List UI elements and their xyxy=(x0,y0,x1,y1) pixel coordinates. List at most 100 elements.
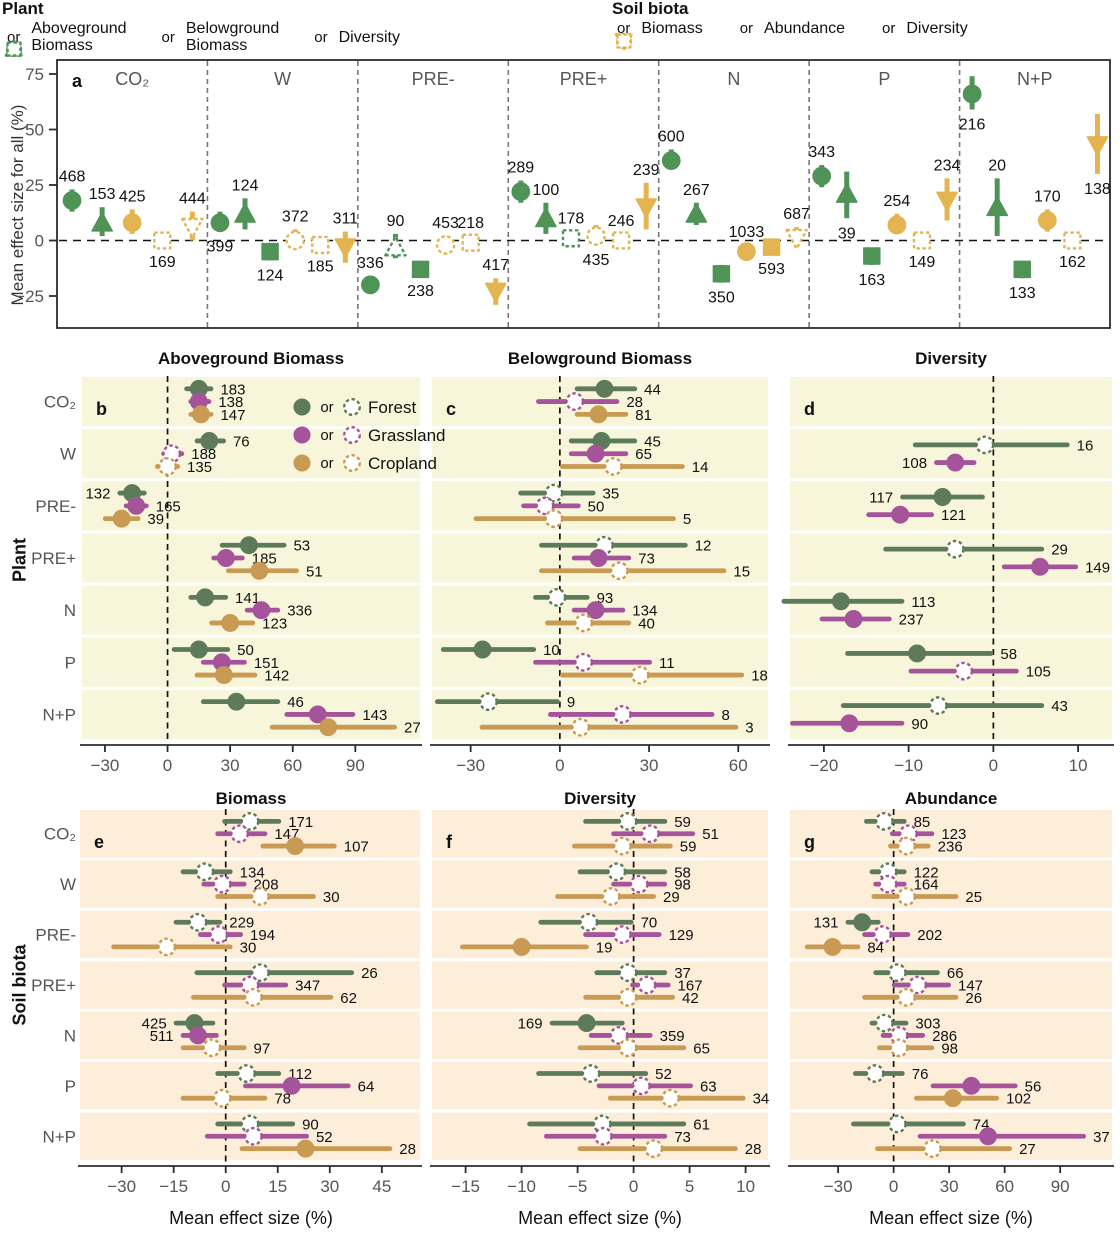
data-point: 165 xyxy=(123,496,181,515)
data-point: 61 xyxy=(527,1114,710,1133)
chart-text: PRE- xyxy=(35,926,76,945)
chart-text: 687 xyxy=(783,206,810,223)
chart-text: 30 xyxy=(221,756,240,775)
chart-text: 0 xyxy=(889,1177,898,1196)
circle-open-marker xyxy=(230,824,249,844)
data-point: 28 xyxy=(536,392,643,411)
data-point: 188 xyxy=(161,444,216,463)
data-point: 121 xyxy=(866,505,966,524)
data-point: 336 xyxy=(244,601,312,620)
circle-marker xyxy=(196,588,215,607)
chart-text: 122 xyxy=(914,864,939,881)
data-point: 15 xyxy=(539,561,750,580)
circle-open-marker xyxy=(897,836,916,856)
circle-marker xyxy=(200,431,219,450)
chart-text: 194 xyxy=(250,927,275,944)
chart-text: 444 xyxy=(179,191,206,208)
chart-text: 73 xyxy=(638,551,655,568)
data-point: 171 xyxy=(222,811,313,831)
data-point: 50 xyxy=(521,496,604,516)
chart-text: 372 xyxy=(282,208,309,225)
chart-text: PRE+ xyxy=(560,69,608,89)
row-band xyxy=(82,689,420,739)
data-point: 20 xyxy=(986,157,1009,237)
data-point: 123 xyxy=(209,613,287,632)
data-point: 100 xyxy=(533,182,559,234)
chart-text: 26 xyxy=(361,965,378,982)
data-point: 236 xyxy=(888,836,963,856)
square-marker xyxy=(1013,260,1031,279)
square-open-marker xyxy=(912,231,932,250)
chart-text: 131 xyxy=(813,915,838,932)
chart-text: 60 xyxy=(729,756,748,775)
circle-marker xyxy=(210,213,230,233)
data-point: 350 xyxy=(708,264,735,307)
data-point: 687 xyxy=(783,206,810,250)
circle-open-marker xyxy=(975,435,995,455)
legend-soil-title: Soil biota xyxy=(612,0,689,18)
circle-marker xyxy=(840,714,859,733)
circle-open-marker xyxy=(618,963,638,983)
chart-text: 133 xyxy=(1009,285,1036,302)
circle-open-marker xyxy=(285,230,305,251)
ci-bar xyxy=(194,970,355,976)
circle-marker xyxy=(191,405,210,424)
circle-marker xyxy=(127,496,146,515)
chart-text: 164 xyxy=(914,877,939,894)
data-point: 453 xyxy=(432,215,459,255)
data-point: 98 xyxy=(876,1038,958,1057)
data-point: 28 xyxy=(239,1139,416,1158)
chart-text: 236 xyxy=(938,839,963,856)
circle-open-marker xyxy=(641,824,660,844)
chart-text: W xyxy=(274,69,291,89)
chart-text: 343 xyxy=(808,144,835,161)
chart-text: N xyxy=(64,601,76,620)
data-point: 81 xyxy=(574,405,652,424)
data-point: 26 xyxy=(194,963,378,982)
data-point: 435 xyxy=(583,224,609,269)
data-point: 123 xyxy=(889,824,966,843)
chart-text: 239 xyxy=(633,162,660,179)
circle-marker xyxy=(189,640,208,659)
circle-open-marker xyxy=(209,925,229,944)
data-point: 25 xyxy=(871,887,982,906)
chart-text: 171 xyxy=(288,814,313,831)
circle-marker xyxy=(577,1014,596,1033)
circle-marker xyxy=(979,1127,997,1146)
chart-text: 147 xyxy=(958,978,983,995)
legend-plant: Plant or Aboveground Biomass or Belowground B… xyxy=(2,0,400,58)
chart-text: 12 xyxy=(695,538,712,555)
chart-text: 39 xyxy=(147,511,164,528)
chart-text: W xyxy=(60,445,76,464)
legend-item-label: Abundance xyxy=(764,20,846,37)
data-point: 372 xyxy=(282,208,309,251)
circle-open-marker xyxy=(887,1114,907,1134)
circle-open-marker xyxy=(874,1013,894,1033)
data-point: 27 xyxy=(269,718,421,737)
chart-text: 90 xyxy=(911,716,928,733)
chart-text: 40 xyxy=(638,615,655,632)
chart-text: 229 xyxy=(229,915,254,932)
circle-open-marker xyxy=(571,717,591,737)
data-point: 238 xyxy=(407,260,434,300)
data-point: 169 xyxy=(149,231,176,271)
circle-open-marker xyxy=(535,496,555,516)
data-point: 216 xyxy=(959,76,986,134)
circle-marker xyxy=(661,151,681,170)
chart-text: 65 xyxy=(635,446,652,463)
data-point: 66 xyxy=(873,963,964,983)
data-point: 1033 xyxy=(729,224,764,261)
circle-open-marker xyxy=(887,963,907,983)
legend-soil: Soil biota or Biomass or Abundance or Diversi… xyxy=(612,0,968,51)
chart-text: 65 xyxy=(693,1040,710,1057)
circle-open-marker xyxy=(865,1064,885,1083)
chart-text: 135 xyxy=(187,459,212,476)
circle-open-marker xyxy=(574,613,594,633)
circle-marker xyxy=(227,692,246,711)
data-point: 62 xyxy=(191,987,357,1007)
data-point: 39 xyxy=(102,509,164,528)
data-point: 44 xyxy=(574,379,661,398)
data-point: 58 xyxy=(845,644,1017,663)
data-point: 124 xyxy=(232,177,258,230)
data-point: 97 xyxy=(180,1038,270,1057)
